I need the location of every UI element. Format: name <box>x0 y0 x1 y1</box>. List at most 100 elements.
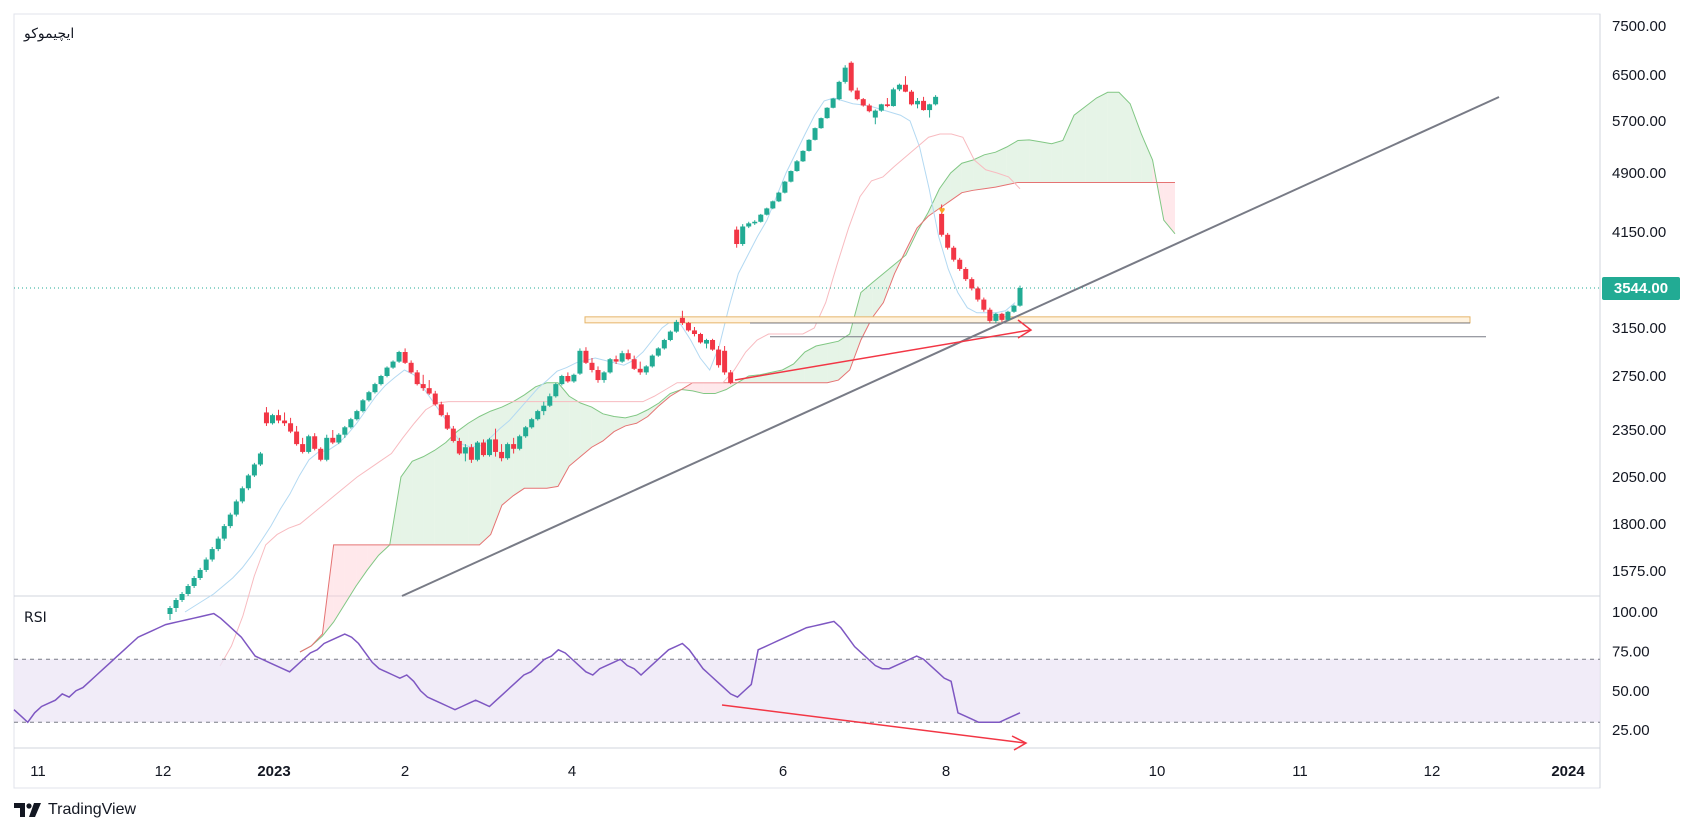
candle-body <box>975 288 981 300</box>
candle <box>975 286 981 302</box>
price-tick-label: 7500.00 <box>1612 18 1666 35</box>
candle-body <box>517 436 523 449</box>
candle <box>438 401 444 417</box>
candle <box>239 486 245 504</box>
ichimoku-cloud-segment <box>793 352 805 383</box>
candle-body <box>710 340 716 350</box>
price-divergence-arrow <box>734 329 1031 381</box>
rsi-tick-label: 75.00 <box>1612 643 1650 660</box>
candle-body <box>263 412 269 424</box>
candle <box>679 310 685 325</box>
ichimoku-cloud-segment <box>1051 140 1063 183</box>
candle-body <box>691 330 697 334</box>
time-tick-label: 12 <box>1424 763 1441 780</box>
tenkan-line <box>184 97 1016 613</box>
candle <box>565 372 571 383</box>
candle-body <box>933 96 939 105</box>
candle <box>559 374 565 386</box>
candle <box>673 319 679 333</box>
candle <box>426 380 432 395</box>
ichimoku-cloud-segment <box>591 407 603 448</box>
candle-body <box>511 444 517 449</box>
ichimoku-cloud-segment <box>445 431 458 545</box>
candle-body <box>474 442 480 460</box>
candle <box>179 592 185 602</box>
ichimoku-cloud-segment <box>1085 98 1097 183</box>
candle-body <box>752 221 758 224</box>
candle-body <box>951 247 957 260</box>
ichimoku-cloud-segment <box>658 393 671 406</box>
candle <box>535 409 541 421</box>
time-tick-label: 2024 <box>1551 763 1585 780</box>
candle-body <box>896 84 902 90</box>
brand-name: TradingView <box>48 801 137 818</box>
candle-body <box>655 348 661 356</box>
time-tick-label: 11 <box>30 763 46 780</box>
candle <box>836 80 842 101</box>
candle-body <box>963 268 969 280</box>
candle-body <box>239 488 245 502</box>
candle-body <box>939 213 945 235</box>
time-tick-label: 4 <box>568 763 576 780</box>
candle-body <box>191 578 197 586</box>
candle-body <box>872 110 878 118</box>
ichimoku-cloud-segment <box>569 396 581 467</box>
ichimoku-cloud-segment <box>1163 182 1175 234</box>
candle-body <box>179 594 185 600</box>
alert-heart-icon: ♥ <box>939 205 946 217</box>
candle-body <box>185 586 191 594</box>
candle-body <box>806 139 812 151</box>
candle <box>487 437 493 457</box>
candle <box>854 87 860 101</box>
candle-body <box>330 437 336 443</box>
candle <box>1011 304 1017 313</box>
candle <box>872 109 878 125</box>
price-tick-label: 5700.00 <box>1612 113 1666 130</box>
candle <box>372 382 378 394</box>
candle-body <box>251 464 257 476</box>
time-tick-label: 2023 <box>257 763 290 780</box>
candle <box>294 425 300 446</box>
candle <box>951 245 957 262</box>
candle <box>408 360 414 374</box>
candle <box>300 437 306 454</box>
candle-body <box>414 372 420 385</box>
candle <box>667 330 673 342</box>
candle <box>631 355 637 370</box>
candle-body <box>836 81 842 100</box>
candle <box>444 412 450 430</box>
ichimoku-cloud-segment <box>602 413 615 441</box>
candle <box>981 297 987 312</box>
candle-body <box>402 352 408 363</box>
ichimoku-cloud-segment <box>1141 134 1153 183</box>
ichimoku-cloud-segment <box>1130 103 1142 183</box>
candle <box>185 584 191 596</box>
candle <box>752 220 758 225</box>
candle-body <box>631 359 637 369</box>
candle-body <box>601 372 607 381</box>
candle <box>878 103 884 112</box>
ichimoku-cloud-segment <box>1006 140 1018 185</box>
ichimoku-cloud-segment <box>1096 92 1108 183</box>
ichimoku-cloud-segment <box>939 173 951 209</box>
candle-body <box>505 444 511 459</box>
candle <box>245 473 251 491</box>
candle-body <box>378 376 384 385</box>
candle <box>312 433 318 451</box>
candle-body <box>969 279 975 289</box>
candle <box>830 98 836 109</box>
tradingview-logo[interactable]: TradingView <box>14 801 136 819</box>
candle <box>233 499 239 517</box>
ichimoku-cloud-segment <box>535 382 547 489</box>
candle-body <box>348 419 354 428</box>
candle <box>939 204 945 237</box>
candle <box>993 312 999 323</box>
candle <box>505 442 511 460</box>
candle-body <box>450 428 456 441</box>
candle <box>384 366 390 378</box>
candle <box>812 127 818 141</box>
candle-body <box>921 100 927 111</box>
candle-body <box>288 423 294 432</box>
